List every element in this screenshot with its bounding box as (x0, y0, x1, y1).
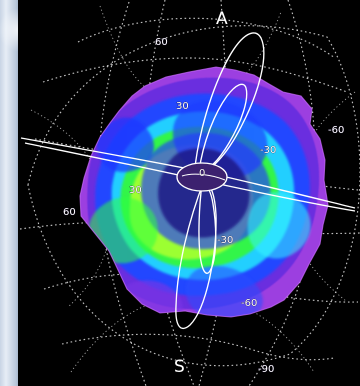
latitude-minus-90-label: -90 (258, 364, 274, 375)
equator-label: 0 (199, 168, 205, 179)
meridian-center-left-grid-line (144, 0, 195, 386)
central-body (176, 162, 228, 192)
intensity-region (80, 67, 328, 317)
latitude-60-north-label: 60 (155, 37, 168, 48)
latitude-minus-30-label: -30 (217, 235, 233, 246)
lower-arc-grid-line (70, 295, 315, 373)
top-pole-label: A (216, 9, 228, 29)
top-inner-loop-outline (198, 83, 248, 172)
latitude-30-south-grid-line (19, 221, 360, 235)
bottom-inner-loop-outline (198, 183, 217, 274)
bottom-loop-outline (175, 180, 217, 330)
polar-map-svg: A S 60 30 0 -60 -30 30 60 -30 -60 -90 (18, 0, 360, 386)
bottom-pole-label: S (174, 357, 185, 377)
latitude-30-north-label: 30 (176, 101, 189, 112)
intensity-outline (79, 66, 329, 318)
latitude-60-north-grid-line (77, 17, 336, 59)
latitude-60-south-grid-line (43, 273, 359, 303)
longitude-minus-60-label: -60 (328, 125, 344, 136)
top-loop-outline (193, 32, 265, 177)
central-body-line (181, 173, 226, 181)
upper-arc-grid-line (99, 5, 282, 105)
latitude-minus-60-label: -60 (241, 298, 257, 309)
longitude-minus-30-label: -30 (260, 145, 276, 156)
outer-grid-circle (27, 25, 360, 367)
latitude-30-north-grid-line (42, 57, 348, 93)
polar-map-image: A S 60 30 0 -60 -30 30 60 -30 -60 -90 (18, 0, 360, 386)
latitude-90-south-grid-line (61, 333, 335, 361)
latitude-60-left-label: 60 (63, 207, 76, 218)
latitude-30-left-label: 30 (129, 185, 142, 196)
